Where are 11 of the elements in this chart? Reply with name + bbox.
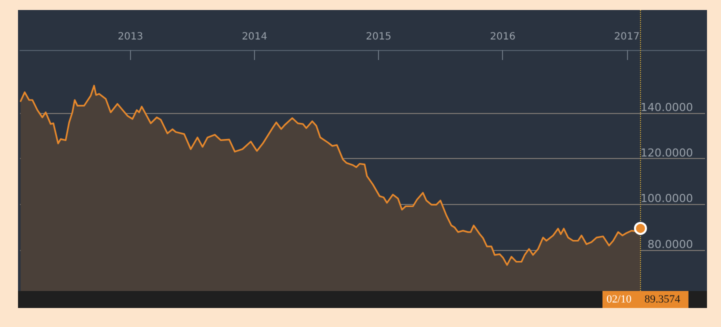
x-tick-label: 2014 — [242, 32, 268, 42]
y-tick-label: 120.0000 — [640, 146, 693, 160]
x-tick-label: 2017 — [614, 32, 640, 42]
y-tick-label: 100.0000 — [640, 192, 693, 206]
text: 89.3574 — [644, 294, 681, 306]
text: 02/10 — [606, 294, 632, 306]
x-tick-label: 2016 — [490, 32, 516, 42]
x-tick-label: 2013 — [118, 32, 144, 42]
y-tick-label: 80.0000 — [648, 238, 693, 251]
y-tick-label: 140.0000 — [640, 100, 693, 114]
x-tick-label: 2015 — [366, 32, 392, 42]
